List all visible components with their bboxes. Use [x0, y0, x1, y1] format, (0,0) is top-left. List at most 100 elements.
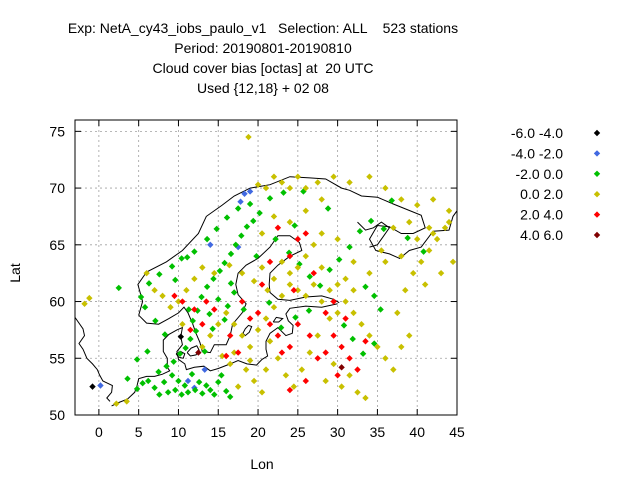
data-point — [334, 235, 341, 243]
data-point — [203, 235, 211, 243]
data-point — [318, 264, 325, 271]
data-point — [223, 214, 231, 221]
x-tick-label: 45 — [449, 424, 465, 440]
data-point — [382, 258, 389, 266]
data-point — [294, 264, 302, 271]
data-point — [356, 227, 364, 235]
data-point — [330, 332, 337, 339]
data-point — [371, 340, 378, 347]
data-point — [433, 235, 441, 243]
data-point — [179, 298, 186, 305]
data-point — [178, 391, 185, 398]
y-tick-label: 60 — [49, 294, 65, 310]
data-point — [238, 332, 246, 339]
data-point — [141, 304, 149, 311]
data-point — [371, 292, 378, 300]
data-point — [168, 372, 176, 379]
data-point — [139, 380, 146, 387]
data-point — [183, 286, 190, 294]
data-point — [398, 343, 405, 351]
data-point — [209, 325, 216, 332]
data-point — [191, 306, 198, 313]
x-tick-label: 10 — [171, 424, 187, 440]
data-point — [359, 350, 367, 357]
data-point — [264, 286, 271, 294]
data-point — [184, 377, 192, 385]
data-point — [258, 281, 266, 288]
data-point — [318, 298, 325, 305]
data-point — [285, 249, 293, 256]
data-point — [223, 309, 230, 317]
data-point — [234, 205, 242, 212]
data-point — [159, 292, 166, 300]
data-point — [437, 269, 445, 277]
data-point — [175, 298, 182, 305]
data-point — [226, 360, 234, 368]
data-point — [324, 205, 332, 212]
data-point — [176, 350, 184, 357]
data-point — [198, 293, 205, 301]
y-tick-label: 65 — [49, 237, 65, 253]
data-point — [238, 232, 245, 239]
data-point — [338, 364, 345, 371]
data-point — [258, 264, 266, 271]
data-point — [265, 299, 273, 306]
data-point — [245, 133, 252, 141]
data-point — [254, 181, 262, 188]
data-point — [182, 344, 189, 352]
data-point — [170, 358, 177, 365]
data-point — [133, 385, 141, 393]
data-point — [226, 262, 233, 269]
data-point — [185, 306, 193, 313]
legend-label: 4.0 6.0 — [520, 227, 563, 243]
data-point — [246, 357, 254, 364]
data-point — [310, 281, 317, 288]
data-point — [246, 200, 254, 208]
data-point — [374, 343, 381, 351]
data-point — [189, 317, 196, 325]
data-point — [172, 386, 179, 394]
data-point — [449, 258, 457, 266]
data-point — [390, 224, 397, 231]
data-point — [338, 383, 345, 390]
data-point — [366, 173, 373, 180]
data-point — [334, 309, 341, 317]
data-point — [211, 306, 218, 313]
data-point — [258, 230, 266, 237]
data-point — [232, 241, 239, 249]
data-point — [367, 217, 375, 225]
data-point — [266, 338, 274, 345]
data-point — [221, 259, 228, 267]
data-point — [187, 335, 194, 343]
data-point — [306, 273, 313, 280]
x-tick-label: 15 — [210, 424, 226, 440]
data-point — [294, 173, 302, 180]
data-point — [221, 316, 228, 323]
data-point — [382, 184, 389, 192]
coastline-segment — [111, 303, 338, 407]
data-point — [366, 269, 373, 277]
chart-header-line-1: Exp: NetA_cy43_iobs_paulo_v1 Selection: … — [67, 20, 459, 36]
data-point — [342, 298, 349, 305]
data-point — [286, 281, 294, 288]
data-point — [272, 235, 279, 243]
data-point — [266, 195, 274, 202]
data-point — [266, 321, 274, 328]
data-point — [262, 184, 270, 192]
chart-header-line-3: Cloud cover bias [octas] at 20 UTC — [152, 60, 374, 76]
data-point — [286, 218, 294, 226]
data-point — [167, 304, 174, 311]
data-point — [410, 269, 417, 277]
data-point — [294, 286, 302, 294]
data-point — [382, 355, 389, 362]
data-point — [414, 235, 421, 243]
data-point — [199, 343, 206, 351]
data-point — [291, 222, 298, 229]
grid-lines — [75, 120, 458, 416]
data-point — [187, 326, 194, 334]
data-point — [404, 234, 411, 242]
data-point — [358, 321, 365, 328]
data-point — [151, 384, 158, 391]
data-point — [420, 248, 427, 255]
legend: -6.0 -4.0 -4.0 -2.0 -2.0 0.0 0.0 2.0 2.0 4.0… — [511, 125, 601, 243]
